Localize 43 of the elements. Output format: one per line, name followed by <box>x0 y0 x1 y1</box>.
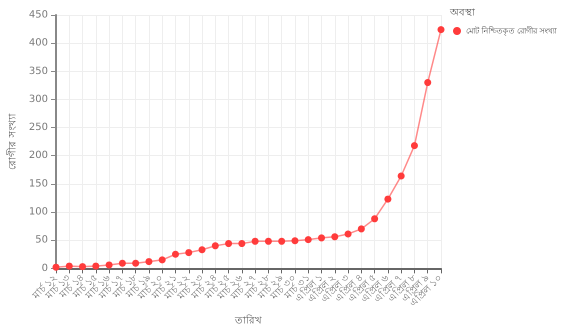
legend-label: মোট নিশ্চিতকৃত রোগীর সংখ্যা <box>466 26 558 36</box>
point <box>172 250 179 258</box>
point <box>424 79 432 86</box>
point <box>291 237 298 244</box>
y-tick-label: 150 <box>28 178 48 190</box>
y-tick-label: 100 <box>28 206 48 218</box>
point <box>344 230 352 238</box>
point <box>92 262 100 270</box>
y-tick-label: 350 <box>28 66 48 77</box>
point <box>264 238 272 245</box>
point <box>371 215 378 222</box>
point <box>185 249 192 256</box>
point <box>438 26 444 34</box>
point <box>398 172 405 180</box>
y-tick-label: 50 <box>35 234 48 246</box>
point <box>410 142 418 150</box>
y-tick-label: 400 <box>28 38 48 49</box>
point <box>318 234 326 242</box>
point <box>212 242 219 250</box>
point <box>384 196 392 203</box>
y-tick-label: 200 <box>28 150 48 162</box>
point <box>331 233 338 240</box>
point <box>132 260 140 267</box>
point <box>79 263 86 270</box>
y-tick-label: 250 <box>28 122 48 134</box>
point <box>198 246 206 254</box>
point <box>225 240 232 248</box>
y-tick-label: 300 <box>28 94 48 105</box>
point <box>118 260 126 267</box>
point <box>252 238 259 245</box>
point <box>238 240 246 248</box>
y-axis-title: রোগীর সংখ্যা <box>6 112 18 170</box>
legend-title: অবস্থা <box>449 8 476 18</box>
point <box>358 225 365 232</box>
x-axis-title: তারিখ <box>234 314 262 326</box>
point <box>145 258 152 266</box>
point <box>106 261 113 268</box>
y-tick-label: 450 <box>28 10 48 20</box>
point <box>278 238 286 245</box>
point <box>66 262 73 270</box>
y-tick-label: 0 <box>42 262 48 274</box>
point <box>304 236 312 244</box>
point <box>158 256 166 264</box>
